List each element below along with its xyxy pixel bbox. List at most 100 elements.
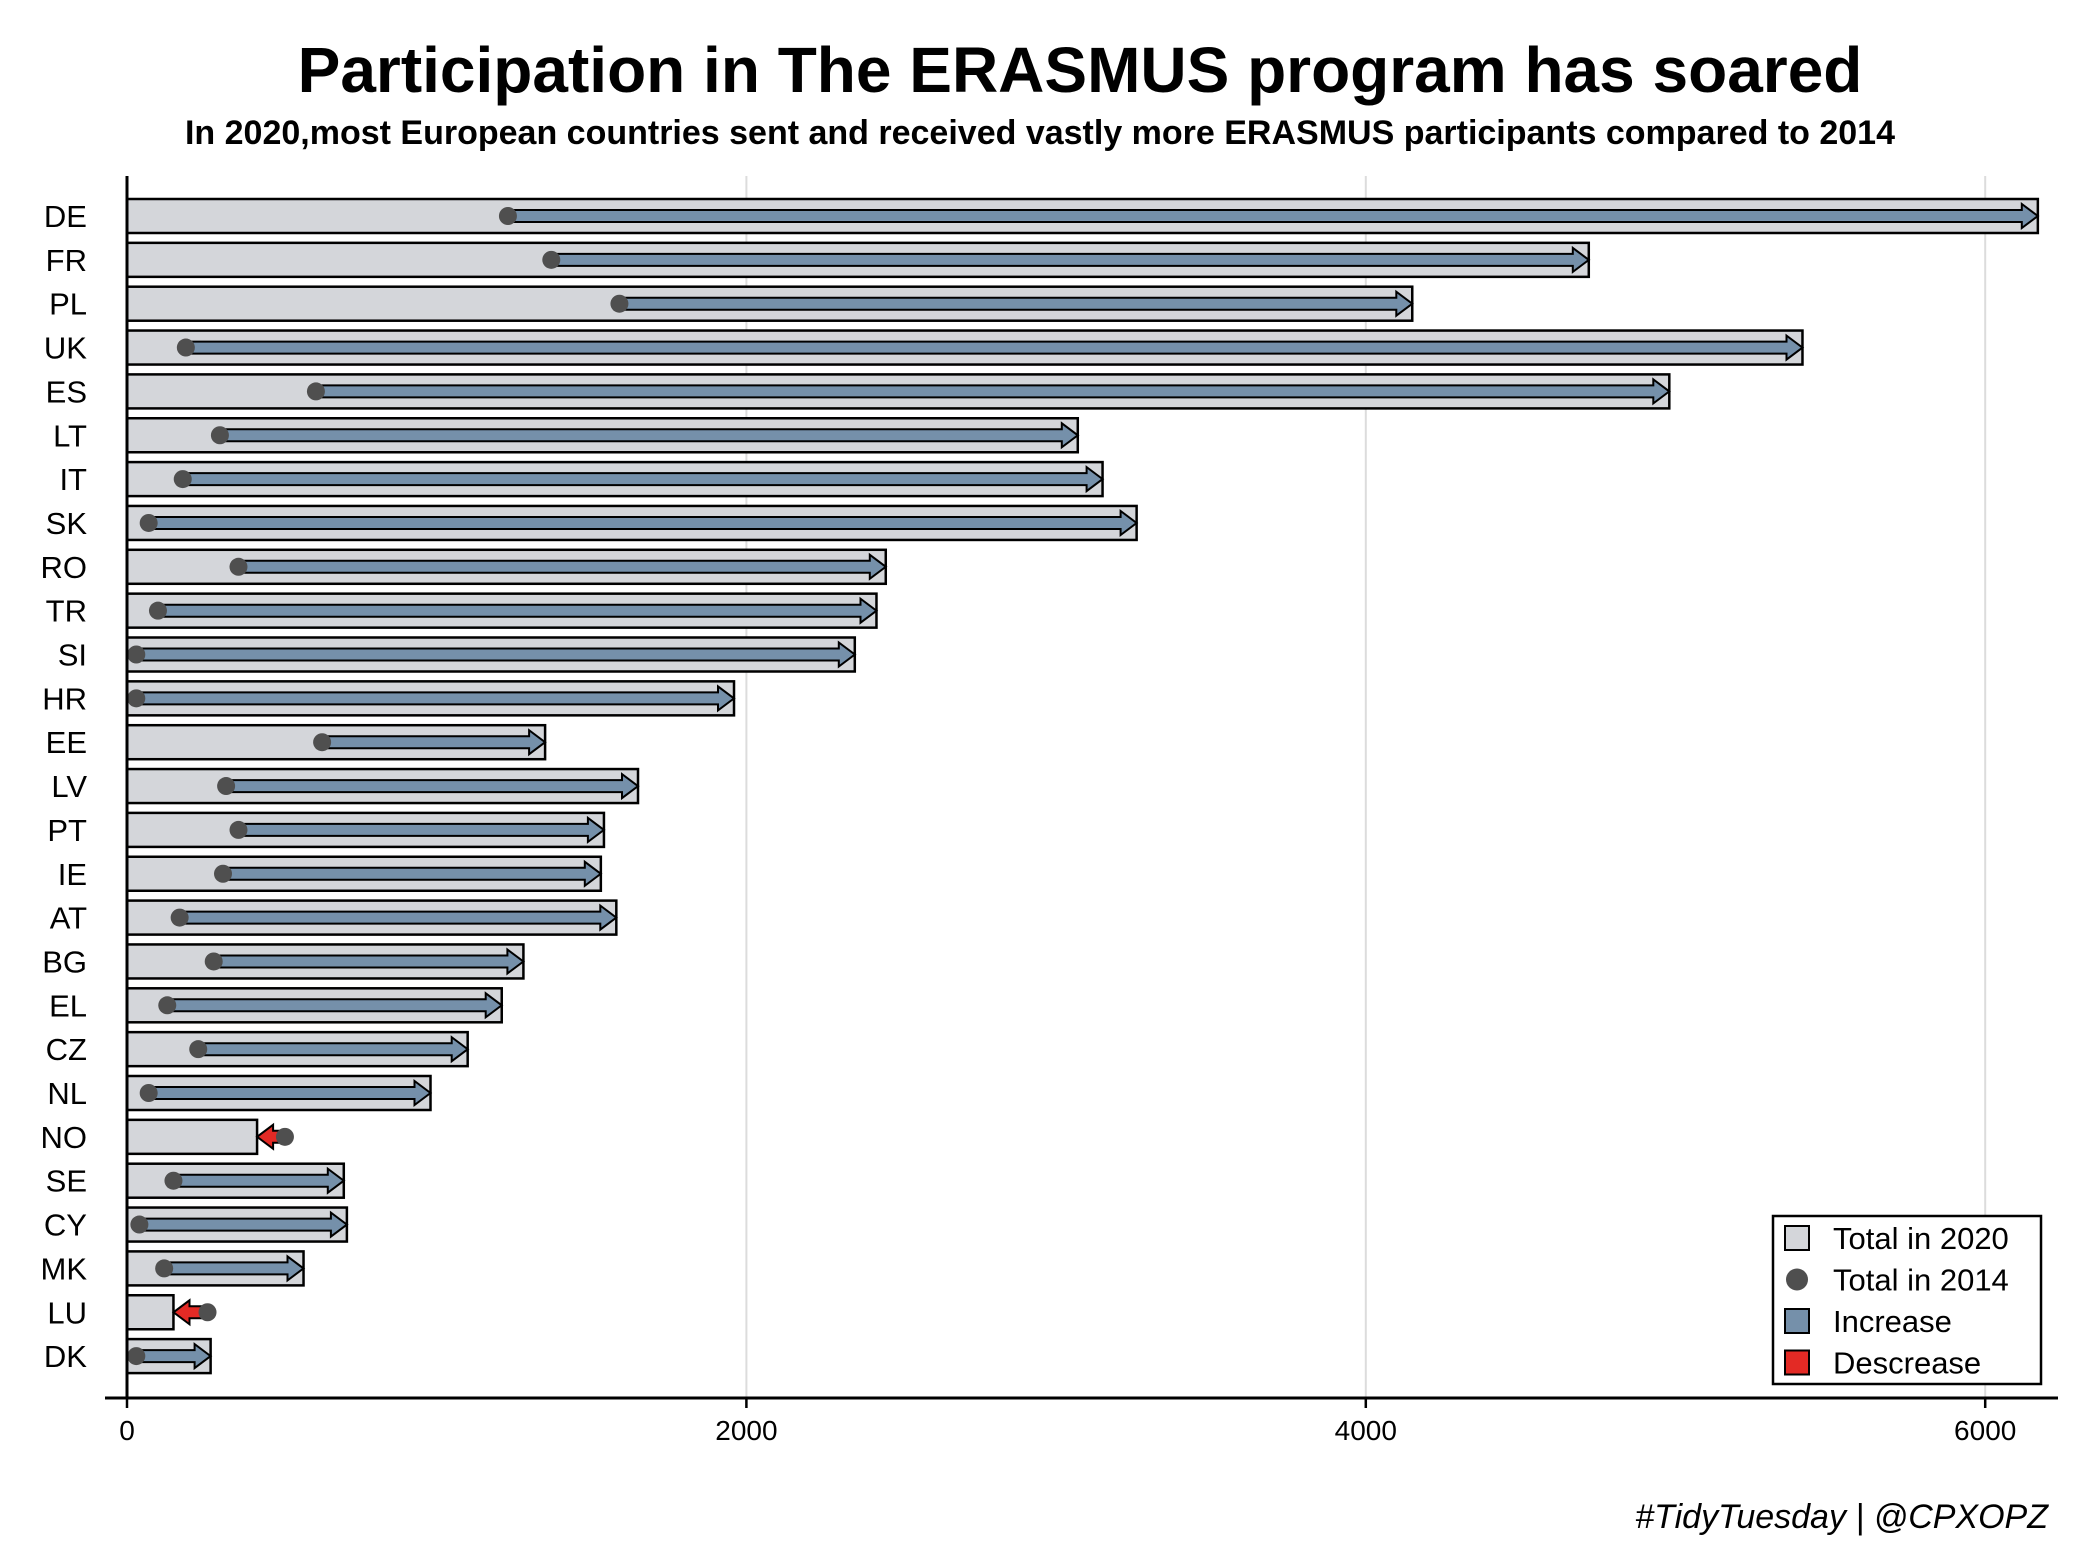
chart-subtitle: In 2020,most European countries sent and…	[185, 114, 1895, 152]
increase-arrow-se	[172, 1166, 346, 1195]
dot-2014-ro	[229, 557, 248, 576]
legend-key-dot	[1786, 1268, 1808, 1291]
increase-arrow-lv	[225, 772, 640, 801]
y-tick-label: EE	[46, 725, 87, 760]
legend-label: Total in 2014	[1833, 1263, 2009, 1298]
dot-2014-cz	[189, 1040, 208, 1059]
y-tick-label: IE	[58, 857, 87, 892]
legend-label: Increase	[1833, 1304, 1952, 1339]
dot-2014-fr	[542, 250, 561, 269]
dot-2014-bg	[204, 952, 223, 971]
dot-2014-ie	[214, 864, 233, 883]
y-tick-label: TR	[46, 594, 87, 629]
increase-arrow-pl	[618, 289, 1414, 318]
increase-arrow-ie	[222, 859, 603, 888]
increase-arrow-ro	[237, 552, 888, 581]
y-tick-label: NO	[41, 1120, 88, 1155]
increase-arrow-es	[314, 377, 1671, 406]
x-axis: 0 2000 4000 6000	[105, 176, 2058, 1446]
increase-arrow-uk	[184, 333, 1805, 362]
y-tick-label: SI	[58, 638, 87, 673]
y-axis-labels: DE FR PL UK ES LT IT SK RO TR SI HR EE LV PT IE AT BG EL CZ…	[41, 199, 88, 1374]
legend-label: Descrease	[1833, 1346, 1981, 1381]
y-tick-label: MK	[41, 1251, 88, 1286]
dot-2014-dk	[127, 1347, 146, 1366]
dots-2014	[127, 207, 629, 1366]
x-tick-label: 6000	[1954, 1415, 2016, 1446]
legend-key-arrow	[1784, 1308, 1810, 1334]
y-tick-label: PL	[49, 287, 87, 322]
y-tick-label: CY	[44, 1208, 87, 1243]
dot-2014-lt	[210, 426, 229, 445]
y-tick-label: AT	[50, 901, 87, 936]
y-tick-label: RO	[41, 550, 88, 585]
increase-arrow-el	[166, 991, 504, 1020]
increase-arrow-hr	[135, 684, 736, 713]
y-tick-label: LT	[53, 418, 87, 453]
legend-label: Total in 2020	[1833, 1221, 2009, 1256]
legend-box	[1771, 1214, 2043, 1386]
y-tick-label: IT	[59, 462, 87, 497]
dot-2014-es	[306, 382, 325, 401]
dot-2014-pl	[610, 294, 629, 313]
caption: #TidyTuesday | @CPXOPZ	[1635, 1498, 2049, 1536]
increase-arrow-cz	[197, 1035, 470, 1064]
y-tick-label: LU	[47, 1295, 87, 1330]
y-tick-label: UK	[44, 331, 87, 366]
increase-arrow-si	[135, 640, 857, 669]
increase-arrow-ee	[321, 728, 547, 757]
y-tick-label: FR	[46, 243, 87, 278]
increase-arrow-dk	[135, 1342, 213, 1371]
dot-2014-lv	[217, 777, 236, 796]
y-tick-label: SK	[46, 506, 88, 541]
dot-2014-cy	[130, 1215, 149, 1234]
x-tick-label: 0	[119, 1415, 135, 1446]
increase-arrow-de	[506, 202, 2040, 230]
chart-title: Participation in The ERASMUS program has…	[298, 34, 1863, 106]
dot-2014-it	[173, 470, 192, 489]
dot-2014-uk	[176, 338, 195, 357]
dot-2014-tr	[148, 601, 167, 620]
dot-2014-hr	[127, 689, 146, 708]
bar-2020-no	[125, 1118, 259, 1156]
dot-2014-lu	[198, 1303, 217, 1322]
increase-arrow-pt	[237, 815, 606, 844]
increase-arrow-cy	[138, 1210, 349, 1239]
y-tick-label: BG	[42, 944, 87, 979]
dot-2014-ee	[313, 733, 332, 752]
y-tick-label: ES	[46, 374, 87, 409]
dot-2014-si	[127, 645, 146, 664]
increase-arrow-fr	[550, 245, 1591, 274]
legend: Total in 2020 Total in 2014 Increase Descre…	[1771, 1214, 2043, 1386]
increase-arrow-it	[181, 465, 1105, 494]
y-tick-label: EL	[49, 988, 87, 1023]
increase-arrow-at	[178, 903, 618, 932]
increase-arrow-bg	[212, 947, 526, 976]
y-tick-label: SE	[46, 1164, 87, 1199]
y-tick-label: DE	[44, 199, 87, 234]
increase-arrow-tr	[157, 596, 879, 625]
increase-arrow-lt	[218, 421, 1080, 450]
bar-2020-lu	[125, 1294, 175, 1331]
y-tick-label: PT	[47, 813, 87, 848]
increase-arrow-mk	[163, 1254, 306, 1283]
increase-arrow-nl	[147, 1079, 433, 1107]
y-tick-label: HR	[42, 681, 87, 716]
legend-key-arrow	[1784, 1349, 1810, 1376]
dot-2014-sk	[139, 513, 158, 532]
dot-2014-no	[275, 1127, 294, 1146]
dot-2014-de	[498, 207, 517, 225]
legend-key-bar	[1784, 1225, 1810, 1251]
dot-2014-at	[170, 908, 189, 927]
y-tick-label: CZ	[46, 1032, 87, 1067]
dot-2014-el	[158, 996, 177, 1015]
change-arrows	[135, 202, 2040, 1371]
x-tick-label: 2000	[715, 1415, 777, 1446]
dot-2014-se	[164, 1171, 183, 1190]
dot-2014-mk	[155, 1259, 174, 1278]
y-tick-label: NL	[47, 1076, 87, 1111]
y-tick-label: DK	[44, 1339, 87, 1374]
y-tick-label: LV	[51, 769, 87, 804]
x-tick-label: 4000	[1335, 1415, 1397, 1446]
